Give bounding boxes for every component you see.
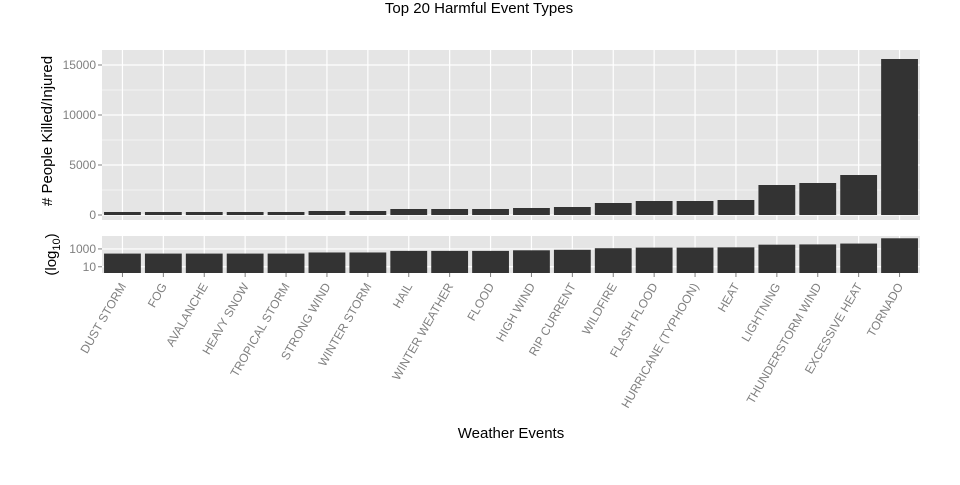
panel-log-tick-label: 10 bbox=[83, 260, 97, 274]
bar-log-19 bbox=[840, 243, 878, 273]
bar-linear-5 bbox=[267, 212, 305, 215]
panel-log-ylabel: (log10) bbox=[43, 233, 63, 275]
x-tick-label: HAIL bbox=[390, 280, 416, 310]
x-tick-label: FLOOD bbox=[464, 280, 497, 323]
x-tick-label: DUST STORM bbox=[77, 281, 129, 356]
bar-linear-11 bbox=[513, 208, 550, 215]
bar-log-12 bbox=[553, 249, 591, 273]
bar-log-14 bbox=[635, 247, 673, 273]
bar-log-16 bbox=[717, 247, 755, 273]
bar-linear-3 bbox=[185, 212, 223, 215]
x-axis-label: Weather Events bbox=[458, 425, 564, 442]
panel-log-ylabel-close: ) bbox=[43, 233, 60, 238]
x-tick-label: FOG bbox=[145, 281, 170, 311]
bar-linear-13 bbox=[594, 203, 632, 215]
bar-linear-20 bbox=[881, 59, 918, 215]
panel-log-background bbox=[102, 236, 920, 273]
x-tick-label: TORNADO bbox=[864, 281, 906, 340]
panel-log-ylabel-main: (log bbox=[43, 251, 60, 276]
bar-log-4 bbox=[226, 253, 264, 273]
panel-linear-ylabel: # People Killed/Injured bbox=[39, 56, 56, 206]
bar-linear-16 bbox=[717, 200, 755, 215]
bar-log-2 bbox=[144, 253, 182, 273]
bar-log-5 bbox=[267, 253, 305, 273]
bar-log-15 bbox=[676, 247, 714, 273]
bar-log-10 bbox=[472, 250, 509, 273]
bar-log-13 bbox=[594, 248, 632, 273]
x-tick-label: HURRICANE (TYPHOON) bbox=[619, 281, 702, 411]
panel-linear-tick-label: 15000 bbox=[63, 58, 97, 72]
bar-log-17 bbox=[758, 244, 796, 273]
bar-linear-1 bbox=[104, 212, 141, 215]
bar-linear-7 bbox=[349, 211, 387, 215]
bar-log-20 bbox=[881, 238, 918, 273]
x-tick-label: WILDFIRE bbox=[579, 281, 620, 338]
x-tick-label: AVALANCHE bbox=[163, 281, 211, 349]
bar-linear-12 bbox=[553, 207, 591, 215]
chart-title: Top 20 Harmful Event Types bbox=[385, 0, 573, 17]
panel-linear-tick-label: 0 bbox=[89, 208, 96, 222]
bar-log-6 bbox=[308, 252, 346, 273]
bar-linear-2 bbox=[144, 212, 182, 215]
panel-linear-tick-label: 10000 bbox=[63, 108, 97, 122]
bar-linear-6 bbox=[308, 211, 346, 215]
bar-linear-14 bbox=[635, 201, 673, 215]
bar-linear-10 bbox=[472, 209, 509, 215]
panel-linear-background bbox=[102, 50, 920, 220]
bar-log-3 bbox=[185, 253, 223, 273]
bar-linear-19 bbox=[840, 175, 878, 215]
bar-log-1 bbox=[104, 253, 141, 273]
x-tick-label: LIGHTNING bbox=[739, 281, 784, 345]
x-tick-label: HEAT bbox=[715, 280, 743, 315]
bar-linear-15 bbox=[676, 201, 714, 215]
panel-linear-tick-label: 5000 bbox=[69, 158, 96, 172]
bar-linear-9 bbox=[431, 209, 469, 215]
bar-linear-17 bbox=[758, 185, 796, 215]
bar-log-9 bbox=[431, 250, 469, 273]
bar-linear-4 bbox=[226, 212, 264, 215]
panel-log-tick-label: 1000 bbox=[69, 242, 96, 256]
bar-log-11 bbox=[513, 250, 550, 273]
x-tick-label: HIGH WIND bbox=[493, 280, 538, 344]
bar-linear-8 bbox=[390, 209, 428, 215]
bar-log-18 bbox=[799, 244, 837, 273]
bar-log-8 bbox=[390, 250, 428, 273]
bar-linear-18 bbox=[799, 183, 837, 215]
bar-log-7 bbox=[349, 252, 387, 273]
x-tick-label: THUNDERSTORM WIND bbox=[744, 280, 825, 406]
panel-log-ylabel-subscript: 10 bbox=[51, 238, 63, 250]
